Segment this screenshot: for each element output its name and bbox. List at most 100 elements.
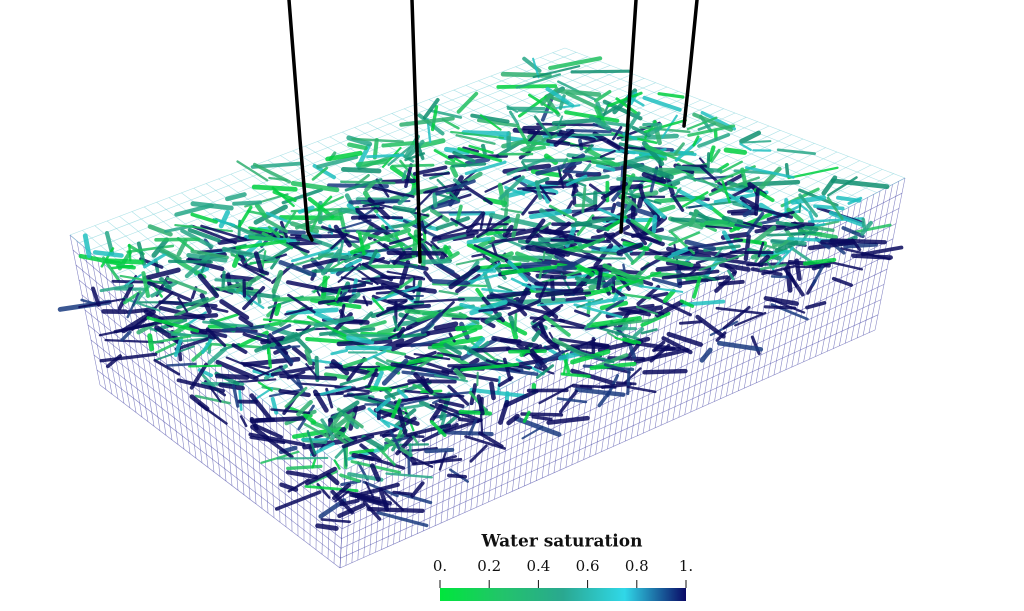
fracture: [469, 387, 528, 399]
fracture: [240, 361, 270, 370]
fracture: [558, 318, 587, 329]
fracture: [672, 196, 685, 212]
fracture: [828, 210, 865, 228]
fracture: [301, 234, 336, 250]
fracture: [466, 236, 492, 245]
fracture: [607, 91, 643, 108]
fracture: [722, 305, 751, 330]
mesh-line: [341, 284, 885, 539]
fracture: [341, 434, 375, 449]
fracture: [535, 364, 555, 379]
fracture: [429, 208, 450, 223]
fracture: [522, 145, 546, 153]
fracture: [662, 288, 676, 304]
fracture: [435, 179, 476, 196]
fracture: [311, 265, 371, 274]
fracture: [725, 191, 752, 210]
fracture: [558, 389, 578, 414]
fracture: [802, 257, 837, 266]
fracture: [860, 220, 873, 236]
mesh-line: [88, 56, 588, 251]
fracture: [508, 349, 547, 354]
fracture: [776, 148, 817, 155]
fracture: [467, 418, 478, 436]
fracture: [366, 153, 405, 159]
fracture: [721, 180, 731, 204]
fracture: [661, 336, 693, 355]
fracture: [214, 373, 250, 380]
fracture: [267, 225, 280, 239]
fracture: [348, 292, 361, 304]
fracture: [721, 215, 744, 225]
fracture: [146, 316, 200, 333]
fracture: [484, 312, 502, 324]
fracture: [534, 180, 543, 200]
fracture: [476, 394, 485, 416]
fracture: [251, 184, 298, 192]
fracture: [454, 324, 483, 332]
fracture: [603, 363, 625, 371]
fracture: [418, 400, 436, 410]
fracture: [573, 303, 623, 319]
fracture: [473, 244, 509, 261]
fracture: [433, 390, 475, 398]
fracture: [165, 276, 208, 295]
fracture: [759, 263, 787, 271]
fracture: [640, 328, 658, 335]
fracture: [142, 267, 181, 281]
fracture: [160, 247, 182, 262]
fracture: [351, 453, 375, 462]
fracture: [611, 126, 623, 141]
fracture: [511, 213, 521, 239]
fracture: [333, 224, 352, 248]
fracture: [527, 129, 540, 143]
fracture: [543, 315, 571, 337]
fracture: [436, 352, 462, 359]
fracture: [413, 372, 434, 395]
fracture: [325, 150, 363, 162]
fracture: [412, 191, 433, 213]
fracture: [579, 137, 607, 146]
fracture: [364, 481, 375, 499]
fracture: [699, 165, 726, 190]
fracture: [270, 256, 281, 270]
fracture: [719, 160, 743, 174]
colorbar-tick-label: 0.4: [526, 557, 550, 575]
fracture: [448, 265, 481, 290]
fracture: [536, 122, 598, 127]
fracture: [316, 195, 333, 212]
fracture: [457, 147, 503, 163]
well: [410, 0, 422, 264]
fracture: [581, 186, 587, 213]
fracture: [267, 346, 272, 369]
fracture: [475, 287, 485, 299]
fracture: [270, 365, 315, 377]
fracture: [654, 299, 685, 318]
fracture: [279, 482, 299, 492]
fracture: [537, 298, 595, 307]
fracture: [687, 209, 699, 227]
fracture: [811, 265, 825, 287]
fracture: [431, 278, 470, 286]
fracture: [158, 313, 219, 321]
fracture: [207, 346, 228, 365]
colorbar-tick-label: 0.6: [576, 557, 600, 575]
fracture: [159, 276, 172, 291]
fracture: [716, 340, 764, 352]
fracture: [316, 154, 359, 169]
fracture: [503, 389, 539, 408]
fracture: [347, 142, 368, 151]
fracture: [346, 428, 397, 441]
fracture: [290, 180, 340, 193]
fracture: [398, 312, 421, 323]
fracture: [450, 217, 469, 230]
fracture: [464, 160, 507, 176]
fracture: [502, 224, 514, 238]
fracture: [599, 149, 616, 158]
fracture: [558, 337, 610, 348]
fracture: [828, 260, 864, 271]
fracture: [269, 345, 301, 350]
fracture: [271, 269, 284, 294]
fracture: [271, 323, 292, 335]
fracture: [626, 160, 674, 180]
